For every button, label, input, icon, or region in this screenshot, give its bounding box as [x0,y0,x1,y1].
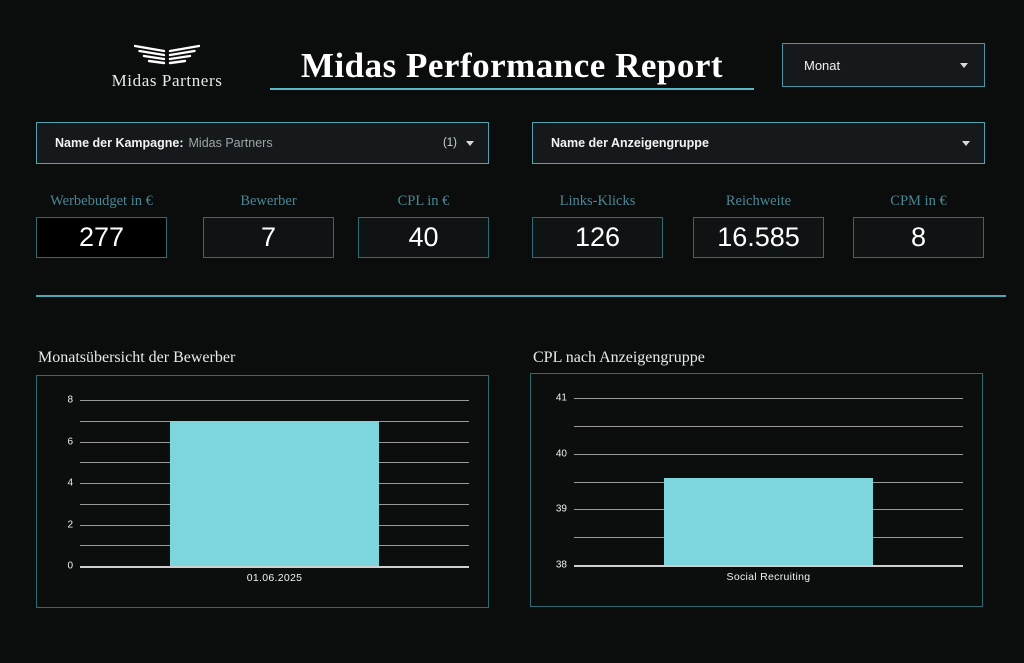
chevron-down-icon [962,140,970,146]
y-tick-label: 38 [555,559,567,571]
x-category-label: Social Recruiting [726,571,811,583]
y-tick-label: 0 [67,560,73,572]
kpi-value: 40 [358,217,489,258]
bar-chart-cpl-anzeigengruppe[interactable]: 38 39 40 41 Social Recruiting [530,373,983,607]
campaign-filter-dropdown[interactable]: Name der Kampagne: Midas Partners (1) [36,122,489,164]
gridline [574,425,963,427]
filter-count-badge: (1) [442,137,457,149]
kpi-label: Links-Klicks [559,193,636,209]
gridline [574,453,963,455]
gridline [574,398,963,399]
kpi-value: 8 [853,217,984,258]
filter-label: Name der Kampagne: [55,136,184,150]
page-title: Midas Performance Report [270,44,754,90]
kpi-card-werbebudget: Werbebudget in € 277 [36,193,167,258]
kpi-value: 126 [532,217,663,258]
kpi-card-bewerber: Bewerber 7 [203,193,334,258]
kpi-card-reichweite: Reichweite 16.585 [693,193,824,258]
chart-bar[interactable] [170,420,379,566]
y-tick-label: 8 [67,394,73,406]
midas-partners-logo: Midas Partners [104,42,230,91]
kpi-label: CPM in € [890,193,947,209]
date-range-dropdown[interactable]: Monat [782,43,985,87]
chevron-down-icon [466,140,474,146]
chevron-down-icon [960,62,968,68]
wings-icon [134,44,200,65]
kpi-label: CPL in € [397,193,450,209]
y-tick-label: 39 [555,503,567,515]
bar-chart-monatsuebersicht[interactable]: 0 2 4 6 8 01.06.2025 [36,375,489,608]
kpi-value: 277 [36,217,167,258]
section-divider [36,295,1006,297]
y-tick-label: 4 [67,477,73,489]
chart-title-cpl: CPL nach Anzeigengruppe [533,349,705,366]
y-tick-label: 2 [67,519,73,530]
date-range-label: Monat [804,57,841,73]
filter-label: Name der Anzeigengruppe [551,136,709,150]
kpi-value: 16.585 [693,217,824,258]
adgroup-filter-dropdown[interactable]: Name der Anzeigengruppe [532,122,985,164]
chart-bar[interactable] [664,477,873,565]
kpi-card-links-klicks: Links-Klicks 126 [532,193,663,258]
kpi-value: 7 [203,217,334,258]
y-tick-label: 6 [67,436,73,447]
kpi-label: Reichweite [725,193,792,209]
kpi-label: Werbebudget in € [50,193,153,209]
logo-text: Midas Partners [111,71,223,90]
kpi-label: Bewerber [240,193,297,209]
chart-title-bewerber: Monatsübersicht der Bewerber [38,349,236,366]
x-category-label: 01.06.2025 [246,572,303,584]
x-axis-baseline [574,565,963,567]
y-tick-label: 40 [555,448,567,460]
x-axis-baseline [80,566,469,568]
gridline [80,400,469,401]
y-tick-label: 41 [555,392,567,404]
kpi-card-cpm: CPM in € 8 [853,193,984,258]
kpi-card-cpl: CPL in € 40 [358,193,489,258]
filter-value: Midas Partners [188,136,273,150]
